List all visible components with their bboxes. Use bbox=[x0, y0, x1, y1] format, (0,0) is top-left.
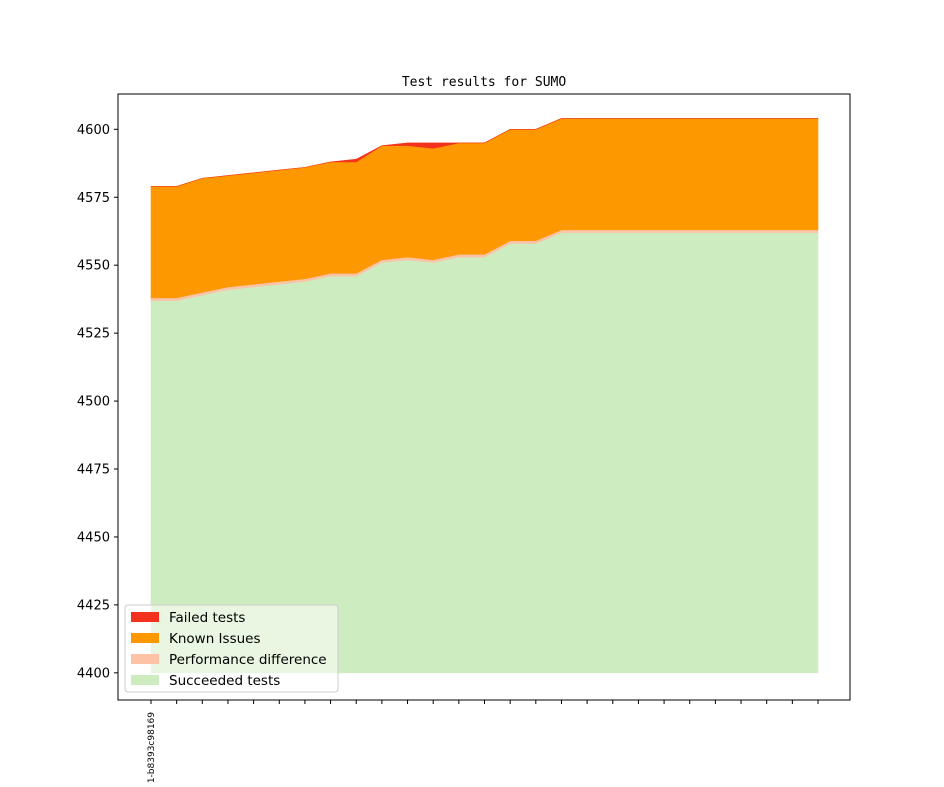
y-tick-label: 4500 bbox=[77, 395, 110, 410]
y-tick-label: 4450 bbox=[77, 530, 110, 545]
y-tick-label: 4525 bbox=[77, 327, 110, 342]
legend-swatch bbox=[131, 654, 159, 664]
legend-box bbox=[124, 604, 339, 693]
y-tick-label: 4425 bbox=[77, 598, 110, 613]
legend-label: Succeeded tests bbox=[169, 673, 280, 689]
y-tick-label: 4475 bbox=[77, 463, 110, 478]
area-failed-tests bbox=[151, 118, 818, 187]
y-tick-label: 4600 bbox=[77, 123, 110, 138]
legend-label: Known Issues bbox=[169, 631, 261, 647]
area-layers bbox=[150, 118, 819, 674]
legend-swatch bbox=[131, 633, 159, 643]
legend: Failed tests Known Issues Performance diff… bbox=[124, 604, 339, 693]
legend-label: Failed tests bbox=[169, 610, 245, 626]
legend-swatch bbox=[131, 675, 159, 685]
x-axis: 1-b8393c98169 bbox=[147, 700, 819, 783]
legend-swatch bbox=[131, 612, 159, 622]
y-tick-label: 4550 bbox=[77, 259, 110, 274]
legend-label: Performance difference bbox=[169, 652, 327, 668]
y-axis: 4400 4425 4450 4475 4500 4525 4550 4575 4600 bbox=[77, 123, 118, 681]
x-tick-label: 1-b8393c98169 bbox=[147, 712, 157, 783]
y-tick-label: 4575 bbox=[77, 191, 110, 206]
y-tick-label: 4400 bbox=[77, 666, 110, 681]
chart-title: Test results for SUMO bbox=[402, 75, 567, 90]
